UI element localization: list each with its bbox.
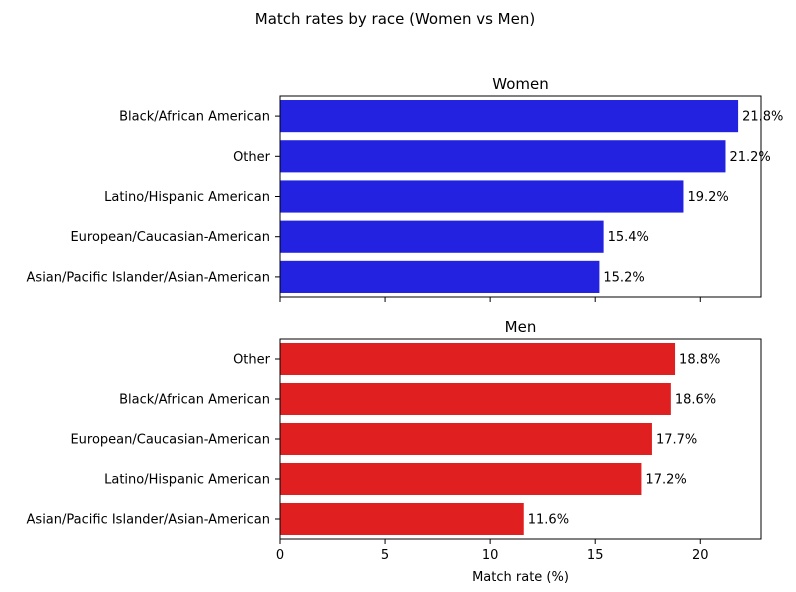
x-tick-label: 15 xyxy=(587,548,604,563)
bar xyxy=(280,140,726,173)
x-tick-label: 5 xyxy=(381,548,389,563)
data-label: 18.6% xyxy=(675,393,716,408)
bar xyxy=(280,343,676,375)
category-label: Black/African American xyxy=(119,393,270,408)
axes-frame xyxy=(279,95,762,298)
bar xyxy=(280,463,642,495)
bar xyxy=(280,383,671,415)
bar xyxy=(280,260,600,293)
category-label: Black/African American xyxy=(119,110,270,125)
chart-panel-women: Women Black/African American 21.8% Other 21.… xyxy=(27,75,783,302)
x-axis-label: Match rate (%) xyxy=(472,570,569,585)
x-tick-label: 0 xyxy=(276,548,284,563)
category-label: Other xyxy=(233,353,271,368)
data-label: 15.2% xyxy=(603,270,644,285)
category-label: Asian/Pacific Islander/Asian-American xyxy=(27,270,270,285)
data-label: 21.8% xyxy=(742,110,783,125)
data-label: 11.6% xyxy=(528,513,569,528)
axes-frame xyxy=(279,338,762,540)
category-label: European/Caucasian-American xyxy=(70,433,270,448)
x-tick-label: 20 xyxy=(692,548,709,563)
data-label: 21.2% xyxy=(729,150,770,165)
category-label: Asian/Pacific Islander/Asian-American xyxy=(27,513,270,528)
data-label: 17.7% xyxy=(656,433,697,448)
x-tick-label: 10 xyxy=(482,548,499,563)
bar xyxy=(280,503,524,535)
category-label: European/Caucasian-American xyxy=(70,230,270,245)
panel-title: Women xyxy=(492,75,548,93)
data-label: 19.2% xyxy=(687,190,728,205)
category-label: Latino/Hispanic American xyxy=(104,190,270,205)
bar xyxy=(280,100,739,133)
panel-title: Men xyxy=(505,318,537,336)
bar xyxy=(280,423,652,455)
data-label: 17.2% xyxy=(645,473,686,488)
data-label: 15.4% xyxy=(608,230,649,245)
bar xyxy=(280,180,684,213)
category-label: Latino/Hispanic American xyxy=(104,473,270,488)
data-label: 18.8% xyxy=(679,353,720,368)
figure-title: Match rates by race (Women vs Men) xyxy=(255,10,535,28)
category-label: Other xyxy=(233,150,271,165)
bar xyxy=(280,220,604,253)
chart-panel-men: Men Other 18.8% Black/African American 18.6%… xyxy=(27,318,762,585)
